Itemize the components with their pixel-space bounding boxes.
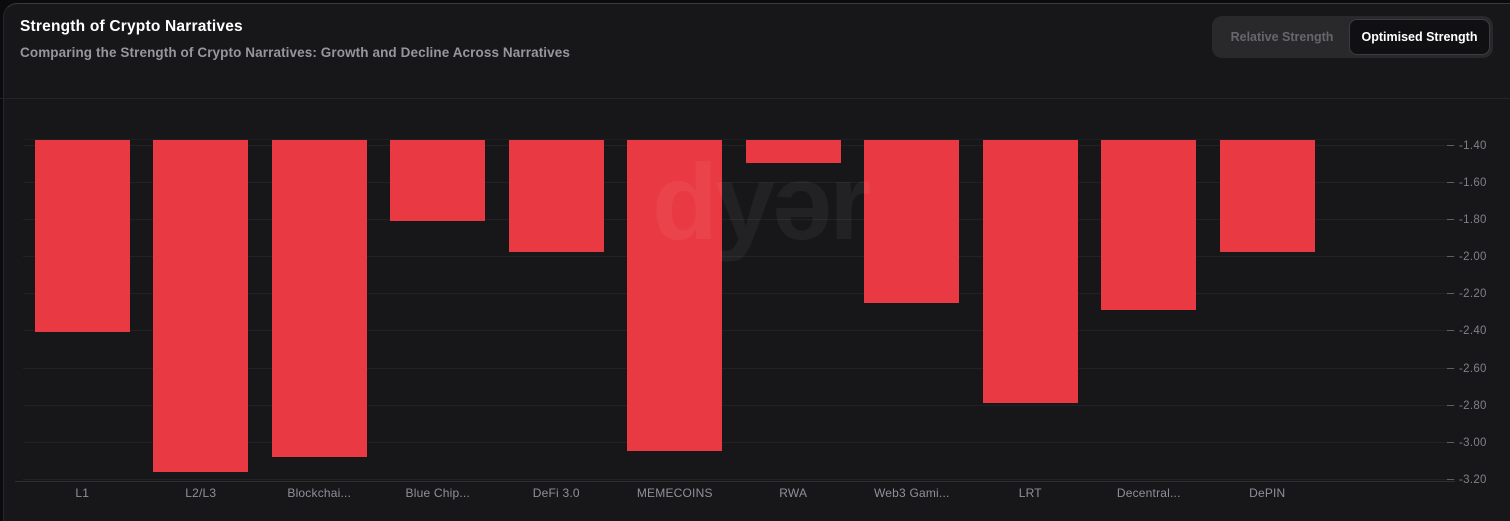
gridline bbox=[23, 405, 1455, 406]
y-axis-tick bbox=[1447, 182, 1454, 183]
gridline-top bbox=[23, 139, 1455, 140]
x-axis-label: LRT bbox=[1018, 486, 1042, 500]
chart-bar-decentral[interactable] bbox=[1101, 140, 1197, 310]
y-axis-tick bbox=[1447, 330, 1454, 331]
chart-bar-depin[interactable] bbox=[1219, 140, 1315, 253]
x-axis-label: L2/L3 bbox=[185, 486, 217, 500]
y-axis-tick-label: -2.80 bbox=[1459, 399, 1487, 412]
chart-bar-l1[interactable] bbox=[34, 140, 130, 333]
page-subtitle: Comparing the Strength of Crypto Narrati… bbox=[20, 45, 570, 60]
y-axis-tick-label: -3.20 bbox=[1459, 473, 1487, 486]
gridline bbox=[23, 368, 1455, 369]
toggle-optimised-strength[interactable]: Optimised Strength bbox=[1349, 19, 1490, 55]
y-axis-tick-label: -2.20 bbox=[1459, 287, 1487, 300]
y-axis-tick-label: -2.40 bbox=[1459, 324, 1487, 337]
y-axis-tick-label: -1.40 bbox=[1459, 139, 1487, 152]
y-axis-tick-label: -2.00 bbox=[1459, 250, 1487, 263]
x-axis-label: Web3 Gami... bbox=[873, 486, 950, 500]
x-axis-label: MEMECOINS bbox=[636, 486, 713, 500]
chart-bar-l2-l3[interactable] bbox=[153, 140, 249, 472]
gridline bbox=[23, 145, 1455, 146]
x-axis-label: DeFi 3.0 bbox=[532, 486, 580, 500]
header-divider bbox=[0, 98, 1510, 99]
chart-header: Strength of Crypto Narratives Comparing … bbox=[20, 18, 570, 60]
gridline bbox=[23, 479, 1455, 480]
chart-bar-web3-gami[interactable] bbox=[864, 140, 960, 303]
gridline bbox=[23, 219, 1455, 220]
y-axis-tick bbox=[1447, 368, 1454, 369]
y-axis-tick-label: -2.60 bbox=[1459, 362, 1487, 375]
strength-mode-toggle: Relative Strength Optimised Strength bbox=[1212, 16, 1493, 58]
x-axis-label: RWA bbox=[779, 486, 808, 500]
chart-bar-blue-chip[interactable] bbox=[390, 140, 486, 221]
chart-bar-lrt[interactable] bbox=[982, 140, 1078, 403]
y-axis-tick-label: -1.80 bbox=[1459, 213, 1487, 226]
chart-bar-blockchai[interactable] bbox=[271, 140, 367, 457]
x-axis-label: DePIN bbox=[1249, 486, 1286, 500]
gridline bbox=[23, 256, 1455, 257]
y-axis-tick bbox=[1447, 256, 1454, 257]
page-title: Strength of Crypto Narratives bbox=[20, 18, 243, 35]
chart-bar-rwa[interactable] bbox=[745, 140, 841, 164]
gridline bbox=[23, 182, 1455, 183]
x-axis-label: Decentral... bbox=[1116, 486, 1181, 500]
y-axis-tick bbox=[1447, 145, 1454, 146]
x-axis-label: Blockchai... bbox=[287, 486, 352, 500]
x-axis-label: L1 bbox=[75, 486, 90, 500]
gridline bbox=[23, 330, 1455, 331]
x-axis-label: Blue Chip... bbox=[405, 486, 470, 500]
gridline bbox=[23, 442, 1455, 443]
y-axis-tick bbox=[1447, 405, 1454, 406]
gridline bbox=[23, 293, 1455, 294]
x-axis-line bbox=[15, 481, 1455, 482]
y-axis-tick bbox=[1447, 442, 1454, 443]
y-axis-tick-label: -3.00 bbox=[1459, 436, 1487, 449]
toggle-relative-strength[interactable]: Relative Strength bbox=[1215, 19, 1349, 55]
y-axis-tick bbox=[1447, 219, 1454, 220]
chart-bar-memecoins[interactable] bbox=[627, 140, 723, 452]
chart-bar-defi-3-0[interactable] bbox=[508, 140, 604, 253]
y-axis-tick-label: -1.60 bbox=[1459, 176, 1487, 189]
y-axis-tick bbox=[1447, 479, 1454, 480]
chart-card bbox=[3, 3, 1510, 521]
y-axis-tick bbox=[1447, 293, 1454, 294]
